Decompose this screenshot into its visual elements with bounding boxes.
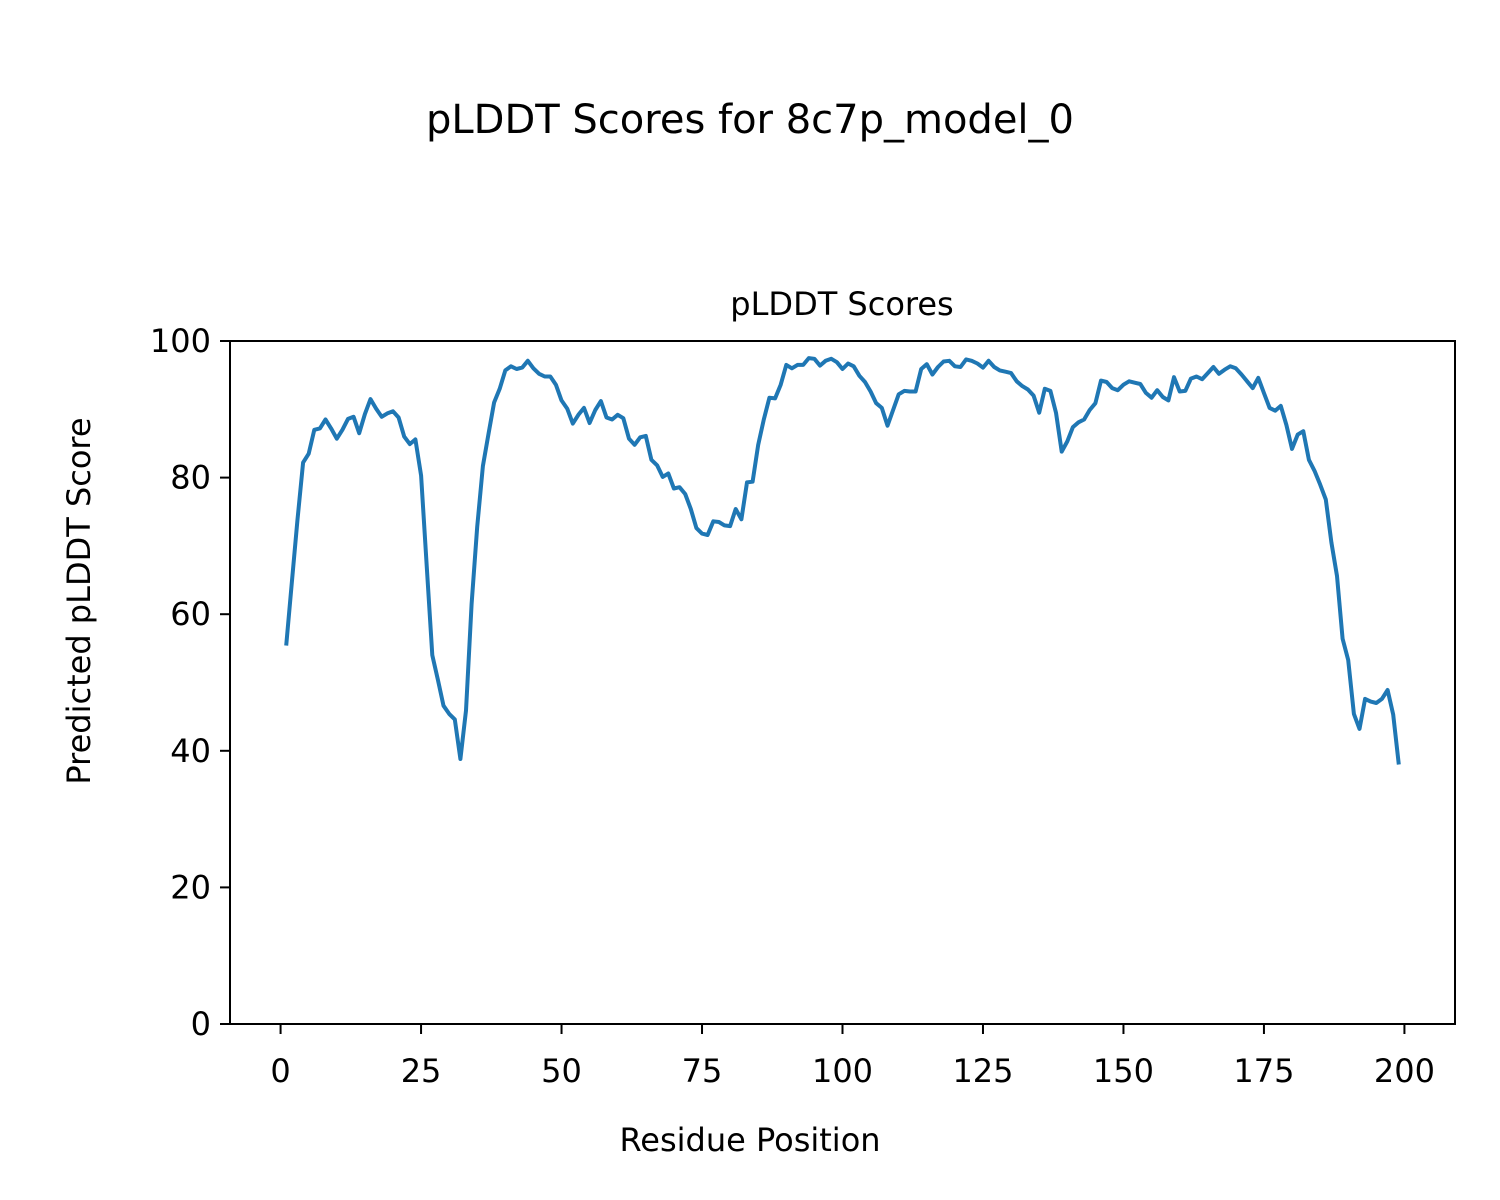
x-axis-label: Residue Position [619, 1121, 880, 1159]
ticks: 0 25 50 75 100 125 150 175 200 0 20 40 60 80 100 [150, 322, 1435, 1090]
x-tick-label: 50 [541, 1052, 582, 1090]
series-line [284, 356, 1401, 765]
x-tick-label: 200 [1374, 1052, 1435, 1090]
x-tick-label: 25 [401, 1052, 442, 1090]
y-tick-label: 40 [170, 732, 211, 770]
y-tick-label: 20 [170, 868, 211, 906]
x-tick-label: 175 [1233, 1052, 1294, 1090]
figure-title: pLDDT Scores for 8c7p_model_0 [426, 97, 1074, 143]
x-tick-label: 100 [812, 1052, 873, 1090]
x-tick-label: 0 [270, 1052, 290, 1090]
plot-frame [229, 340, 1456, 1025]
y-tick-label: 100 [150, 322, 211, 360]
axes-title: pLDDT Scores [730, 285, 953, 323]
y-tick-label: 80 [170, 459, 211, 497]
y-tick-label: 60 [170, 595, 211, 633]
y-tick-label: 0 [191, 1005, 211, 1043]
x-tick-label: 150 [1093, 1052, 1154, 1090]
x-tick-label: 125 [952, 1052, 1013, 1090]
y-axis-label: Predicted pLDDT Score [60, 417, 98, 784]
x-tick-label: 75 [682, 1052, 723, 1090]
